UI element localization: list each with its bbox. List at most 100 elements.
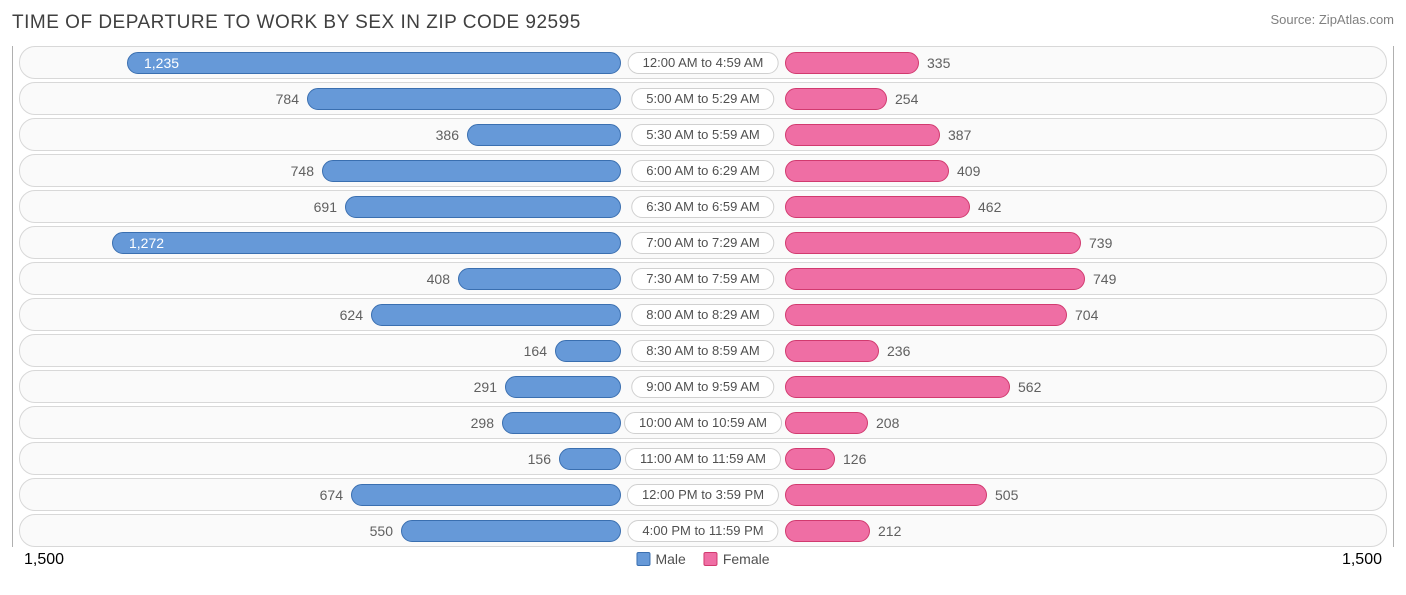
axis-max-left: 1,500 bbox=[24, 551, 64, 569]
male-half: 674 bbox=[20, 479, 703, 510]
female-half: 212 bbox=[703, 515, 1386, 546]
female-value: 562 bbox=[1010, 379, 1049, 395]
female-bar bbox=[785, 376, 1010, 398]
female-half: 126 bbox=[703, 443, 1386, 474]
table-row: 624 704 8:00 AM to 8:29 AM bbox=[19, 298, 1387, 331]
female-value: 704 bbox=[1067, 307, 1106, 323]
legend-item-male: Male bbox=[636, 551, 685, 567]
category-label: 7:00 AM to 7:29 AM bbox=[631, 232, 774, 254]
male-half: 386 bbox=[20, 119, 703, 150]
chart-source: Source: ZipAtlas.com bbox=[1270, 12, 1394, 27]
male-bar bbox=[345, 196, 621, 218]
female-value: 462 bbox=[970, 199, 1009, 215]
female-half: 749 bbox=[703, 263, 1386, 294]
female-bar bbox=[785, 304, 1067, 326]
female-bar bbox=[785, 232, 1081, 254]
female-half: 462 bbox=[703, 191, 1386, 222]
male-value: 298 bbox=[463, 415, 502, 431]
female-bar bbox=[785, 520, 870, 542]
male-value: 674 bbox=[312, 487, 351, 503]
male-value: 164 bbox=[516, 343, 555, 359]
table-row: 298 208 10:00 AM to 10:59 AM bbox=[19, 406, 1387, 439]
male-bar bbox=[351, 484, 621, 506]
category-label: 8:30 AM to 8:59 AM bbox=[631, 340, 774, 362]
female-bar bbox=[785, 340, 879, 362]
female-value: 208 bbox=[868, 415, 907, 431]
category-label: 11:00 AM to 11:59 AM bbox=[625, 448, 781, 470]
male-bar bbox=[458, 268, 621, 290]
male-half: 291 bbox=[20, 371, 703, 402]
female-value: 335 bbox=[919, 55, 958, 71]
table-row: 784 254 5:00 AM to 5:29 AM bbox=[19, 82, 1387, 115]
male-swatch bbox=[636, 552, 650, 566]
table-row: 674 505 12:00 PM to 3:59 PM bbox=[19, 478, 1387, 511]
legend-item-female: Female bbox=[704, 551, 770, 567]
male-bar: 1,272 bbox=[112, 232, 621, 254]
male-half: 164 bbox=[20, 335, 703, 366]
female-bar bbox=[785, 196, 970, 218]
category-label: 10:00 AM to 10:59 AM bbox=[624, 412, 782, 434]
chart-header: TIME OF DEPARTURE TO WORK BY SEX IN ZIP … bbox=[12, 12, 1394, 34]
female-value: 126 bbox=[835, 451, 874, 467]
legend-label-female: Female bbox=[723, 551, 770, 567]
table-row: 1,2727397:00 AM to 7:29 AM bbox=[19, 226, 1387, 259]
male-value: 291 bbox=[466, 379, 505, 395]
category-label: 5:30 AM to 5:59 AM bbox=[631, 124, 774, 146]
chart-title: TIME OF DEPARTURE TO WORK BY SEX IN ZIP … bbox=[12, 12, 581, 34]
female-value: 254 bbox=[887, 91, 926, 107]
table-row: 550 212 4:00 PM to 11:59 PM bbox=[19, 514, 1387, 547]
table-row: 408 749 7:30 AM to 7:59 AM bbox=[19, 262, 1387, 295]
table-row: 164 236 8:30 AM to 8:59 AM bbox=[19, 334, 1387, 367]
legend-label-male: Male bbox=[655, 551, 685, 567]
male-value: 550 bbox=[362, 523, 401, 539]
category-label: 12:00 PM to 3:59 PM bbox=[627, 484, 779, 506]
male-half: 784 bbox=[20, 83, 703, 114]
male-value: 408 bbox=[419, 271, 458, 287]
male-value: 1,272 bbox=[121, 235, 172, 251]
male-half: 156 bbox=[20, 443, 703, 474]
category-label: 7:30 AM to 7:59 AM bbox=[631, 268, 774, 290]
male-bar bbox=[307, 88, 621, 110]
male-half: 408 bbox=[20, 263, 703, 294]
category-label: 8:00 AM to 8:29 AM bbox=[631, 304, 774, 326]
male-half: 298 bbox=[20, 407, 703, 438]
female-half: 409 bbox=[703, 155, 1386, 186]
category-label: 4:00 PM to 11:59 PM bbox=[627, 520, 778, 542]
male-value: 156 bbox=[520, 451, 559, 467]
female-bar bbox=[785, 160, 949, 182]
male-bar bbox=[555, 340, 621, 362]
female-value: 749 bbox=[1085, 271, 1124, 287]
female-bar bbox=[785, 88, 887, 110]
table-row: 156 126 11:00 AM to 11:59 AM bbox=[19, 442, 1387, 475]
male-bar bbox=[505, 376, 621, 398]
male-bar bbox=[502, 412, 621, 434]
table-row: 291 562 9:00 AM to 9:59 AM bbox=[19, 370, 1387, 403]
female-half: 236 bbox=[703, 335, 1386, 366]
male-half: 691 bbox=[20, 191, 703, 222]
male-bar bbox=[401, 520, 621, 542]
female-half: 704 bbox=[703, 299, 1386, 330]
male-half: 748 bbox=[20, 155, 703, 186]
female-half: 505 bbox=[703, 479, 1386, 510]
category-label: 6:30 AM to 6:59 AM bbox=[631, 196, 774, 218]
male-bar bbox=[467, 124, 621, 146]
female-half: 254 bbox=[703, 83, 1386, 114]
female-bar bbox=[785, 484, 987, 506]
male-value: 784 bbox=[268, 91, 307, 107]
female-value: 505 bbox=[987, 487, 1026, 503]
female-value: 236 bbox=[879, 343, 918, 359]
table-row: 691 462 6:30 AM to 6:59 AM bbox=[19, 190, 1387, 223]
category-label: 6:00 AM to 6:29 AM bbox=[631, 160, 774, 182]
category-label: 9:00 AM to 9:59 AM bbox=[631, 376, 774, 398]
male-half: 550 bbox=[20, 515, 703, 546]
legend: Male Female bbox=[636, 551, 769, 567]
category-label: 5:00 AM to 5:29 AM bbox=[631, 88, 774, 110]
chart-footer: 1,500 Male Female 1,500 bbox=[12, 551, 1394, 575]
male-value: 386 bbox=[428, 127, 467, 143]
female-bar bbox=[785, 268, 1085, 290]
female-value: 409 bbox=[949, 163, 988, 179]
male-half: 624 bbox=[20, 299, 703, 330]
male-value: 748 bbox=[283, 163, 322, 179]
female-value: 212 bbox=[870, 523, 909, 539]
male-bar: 1,235 bbox=[127, 52, 621, 74]
